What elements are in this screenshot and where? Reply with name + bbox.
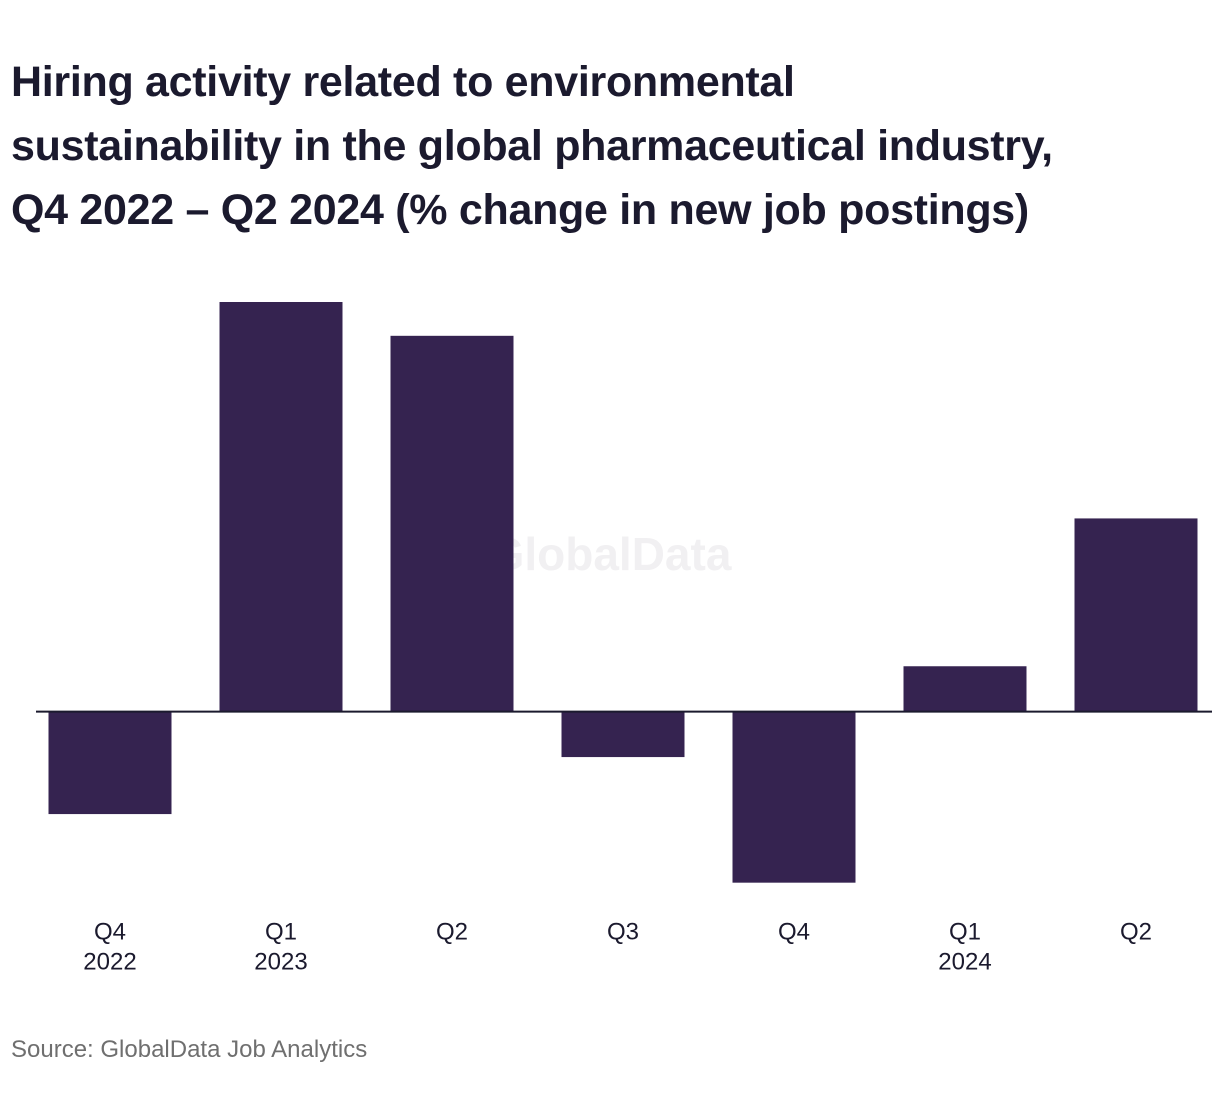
bars-group (48, 302, 1198, 883)
x-tick-label: Q1 (265, 918, 297, 945)
source-note: Source: GlobalData Job Analytics (11, 1036, 368, 1063)
bar-q4-2023 (732, 711, 856, 883)
x-tick-label: Q1 (949, 918, 981, 945)
x-tick-labels: Q4 2022 Q1 2023 Q2 Q3 Q4 Q1 2024 Q2 (83, 918, 1152, 975)
x-tick-label: Q2 (1120, 918, 1152, 945)
bar-q3-2023 (561, 711, 685, 758)
x-tick-year-label: 2024 (938, 948, 991, 975)
x-tick-year-label: 2023 (254, 948, 307, 975)
bar-q2-2024 (1074, 518, 1198, 712)
x-tick-label: Q4 (778, 918, 810, 945)
x-tick-year-label: 2022 (83, 948, 136, 975)
title-line-1: Hiring activity related to environmental (11, 58, 795, 106)
watermark-text: GlobalData (489, 528, 732, 580)
x-tick-label: Q2 (436, 918, 468, 945)
x-tick-label: Q4 (94, 918, 126, 945)
bar-q4-2022 (48, 711, 172, 815)
title-line-3: Q4 2022 – Q2 2024 (% change in new job p… (11, 186, 1029, 234)
bar-q1-2023 (219, 302, 343, 712)
bar-q1-2024 (903, 666, 1027, 712)
x-tick-label: Q3 (607, 918, 639, 945)
title-line-2: sustainability in the global pharmaceuti… (11, 122, 1053, 170)
bar-q2-2023 (390, 335, 514, 712)
chart-title: Hiring activity related to environmental… (11, 50, 1211, 242)
